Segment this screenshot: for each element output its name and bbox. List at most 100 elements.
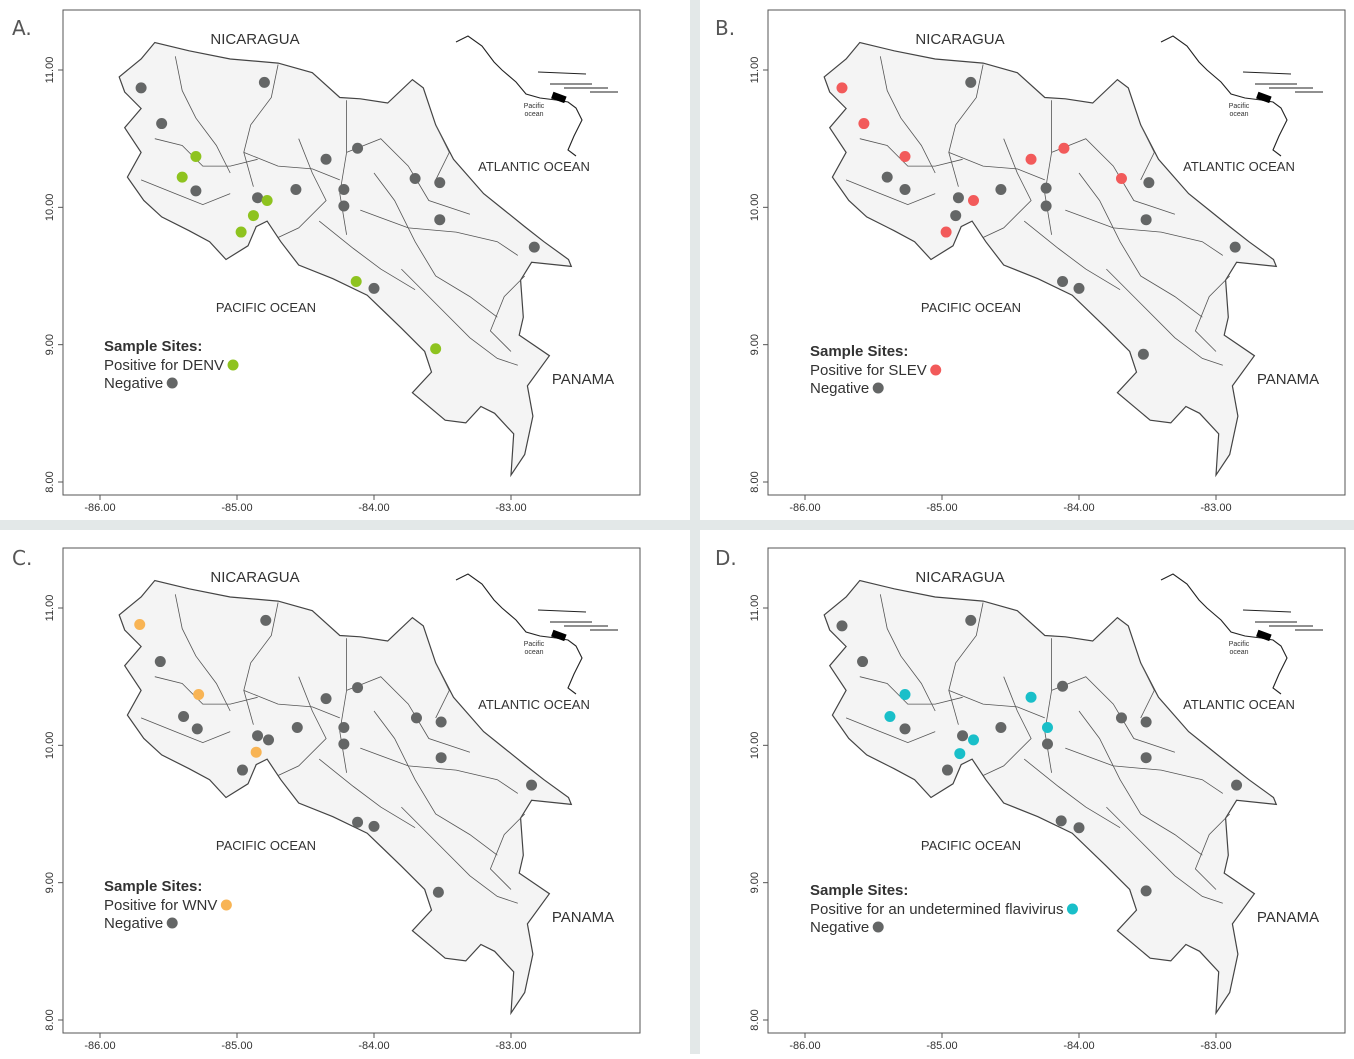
province-border	[982, 676, 1032, 776]
legend-negative-marker	[166, 917, 178, 929]
legend-positive-marker	[1066, 903, 1078, 915]
ocean-label-pacific: PACIFIC OCEAN	[216, 838, 316, 853]
negative-site-marker	[1073, 282, 1085, 294]
province-border	[948, 602, 984, 725]
negative-site-marker	[410, 712, 422, 724]
province-border	[339, 638, 347, 773]
negative-site-marker	[857, 656, 869, 668]
negative-site-marker	[338, 183, 350, 195]
positive-site-marker	[968, 734, 980, 746]
legend-positive-label: Positive for SLEV	[810, 362, 927, 379]
province-border	[948, 152, 1045, 181]
province-border	[373, 710, 498, 856]
negative-site-marker	[528, 241, 540, 253]
y-tick-label: 10.00	[749, 732, 761, 760]
province-border	[1065, 747, 1224, 794]
inset-label-line: Pacific	[1229, 641, 1250, 648]
map-figure: Pacific ocean NICARAGUA ATLANTIC OCEAN PACIF…	[44, 9, 641, 514]
negative-site-marker	[434, 177, 446, 189]
x-tick-label: -85.00	[926, 1040, 957, 1052]
province-border	[1044, 638, 1052, 773]
legend-title: Sample Sites:	[810, 882, 908, 899]
province-border	[154, 138, 258, 167]
negative-site-marker	[290, 183, 302, 195]
y-tick-label: 11.00	[749, 595, 761, 622]
negative-site-marker	[252, 730, 264, 742]
province-border	[401, 268, 518, 366]
legend-title: Sample Sites:	[104, 338, 202, 355]
positive-site-marker	[193, 689, 205, 701]
positive-site-marker	[261, 194, 273, 206]
province-border	[879, 56, 936, 174]
inset-coastline	[1160, 573, 1288, 695]
negative-site-marker	[263, 734, 275, 746]
province-border	[435, 124, 450, 181]
negative-site-marker	[995, 721, 1007, 733]
negative-site-marker	[1140, 752, 1152, 764]
positive-site-marker	[858, 118, 870, 130]
legend-positive-label: Positive for DENV	[104, 357, 224, 374]
negative-site-marker	[135, 82, 147, 94]
negative-site-marker	[236, 764, 248, 776]
panel-label: A.	[12, 16, 32, 40]
negative-site-marker	[178, 710, 190, 722]
negative-site-marker	[995, 183, 1007, 195]
province-border	[346, 676, 471, 753]
province-border	[174, 594, 231, 712]
negative-site-marker	[338, 721, 350, 733]
map-panel-c: C. Pacific ocean NICARAGUA ATLANTIC OCEAN PA…	[0, 538, 641, 1058]
country-label-south: PANAMA	[552, 909, 614, 926]
y-tick-label: 10.00	[44, 732, 56, 760]
province-border	[1023, 758, 1121, 829]
ocean-label-atlantic: ATLANTIC OCEAN	[1183, 697, 1295, 712]
negative-site-marker	[432, 886, 444, 898]
negative-site-marker	[526, 779, 538, 791]
negative-site-marker	[368, 282, 380, 294]
legend-negative-marker	[872, 921, 884, 933]
inset-highlight	[551, 91, 567, 104]
negative-site-marker	[368, 820, 380, 832]
negative-site-marker	[1057, 680, 1069, 692]
inset-label: Pacific ocean	[524, 641, 545, 656]
province-border	[373, 172, 498, 318]
inset-island	[1242, 609, 1292, 613]
positive-site-marker	[1115, 172, 1127, 184]
y-tick-label: 9.00	[749, 872, 761, 893]
province-border	[339, 100, 347, 235]
legend-positive-label: Positive for WNV	[104, 897, 217, 914]
panel-label: C.	[12, 546, 33, 570]
positive-site-marker	[884, 710, 896, 722]
y-tick-label: 8.00	[749, 471, 761, 492]
map-figure: Pacific ocean NICARAGUA ATLANTIC OCEAN PACIF…	[44, 547, 641, 1052]
province-border	[845, 717, 936, 744]
province-border	[859, 138, 963, 167]
province-border	[277, 676, 327, 776]
panel-label: B.	[715, 16, 736, 40]
legend-negative-label: Negative	[104, 375, 163, 392]
positive-site-marker	[899, 151, 911, 163]
legend-positive-marker	[227, 359, 239, 371]
inset-label: Pacific ocean	[524, 103, 545, 118]
inset-highlight	[1256, 91, 1272, 104]
province-border	[243, 690, 340, 719]
x-tick-label: -84.00	[358, 1040, 389, 1052]
province-border	[948, 690, 1045, 719]
legend-positive-marker	[930, 364, 942, 376]
x-tick-label: -84.00	[1063, 502, 1094, 514]
country-outline	[118, 579, 573, 1016]
province-border	[346, 138, 471, 215]
negative-site-marker	[320, 693, 332, 705]
negative-site-marker	[338, 738, 350, 750]
negative-site-marker	[260, 614, 272, 626]
country-label-north: NICARAGUA	[915, 31, 1004, 48]
negative-site-marker	[154, 656, 166, 668]
negative-site-marker	[435, 752, 447, 764]
y-tick-label: 8.00	[749, 1009, 761, 1030]
country-label-south: PANAMA	[552, 371, 614, 388]
y-tick-label: 8.00	[44, 1009, 56, 1030]
positive-site-marker	[899, 689, 911, 701]
province-border	[277, 138, 327, 238]
negative-site-marker	[881, 171, 893, 183]
negative-site-marker	[1040, 182, 1052, 194]
y-tick-label: 11.00	[44, 595, 56, 622]
